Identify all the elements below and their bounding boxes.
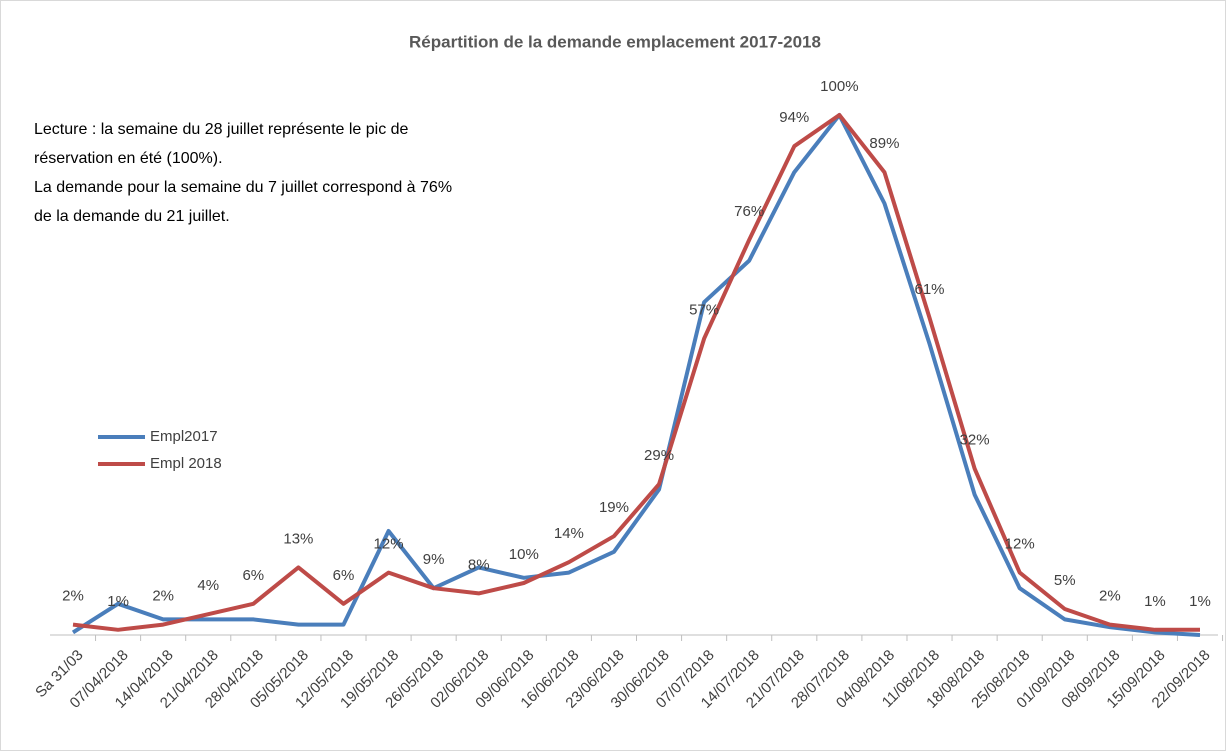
data-label: 57% — [689, 302, 719, 319]
data-label: 89% — [869, 135, 899, 152]
data-label: 10% — [509, 546, 539, 563]
data-label: 2% — [1099, 588, 1121, 605]
data-label: 8% — [468, 556, 490, 573]
data-label: 4% — [197, 577, 219, 594]
data-label: 2% — [62, 588, 84, 605]
data-label: 1% — [1144, 593, 1166, 610]
data-label: 12% — [374, 536, 404, 553]
data-label: 6% — [242, 567, 264, 584]
data-label: 76% — [734, 203, 764, 220]
data-label: 19% — [599, 499, 629, 516]
data-label: 32% — [960, 432, 990, 449]
data-label: 12% — [1005, 536, 1035, 553]
chart-title: Répartition de la demande emplacement 20… — [409, 32, 821, 51]
annotation: Lecture : la semaine du 28 juillet repré… — [34, 121, 409, 138]
data-label: 5% — [1054, 572, 1076, 589]
annotation: de la demande du 21 juillet. — [34, 208, 230, 225]
legend-label: Empl 2018 — [150, 455, 222, 472]
annotation: La demande pour la semaine du 7 juillet … — [34, 179, 452, 196]
data-label: 1% — [107, 593, 129, 610]
series-line — [72, 113, 1200, 632]
data-label: 2% — [152, 588, 174, 605]
data-label: 14% — [554, 525, 584, 542]
series-line — [71, 113, 1201, 637]
data-label: 13% — [283, 530, 313, 547]
annotation: réservation en été (100%). — [34, 150, 223, 167]
data-label: 9% — [423, 551, 445, 568]
data-label: 6% — [333, 567, 355, 584]
data-label: 61% — [915, 281, 945, 298]
data-label: 94% — [779, 109, 809, 126]
data-label: 29% — [644, 447, 674, 464]
data-label: 1% — [1189, 593, 1211, 610]
legend-label: Empl2017 — [150, 428, 218, 445]
data-label: 100% — [820, 78, 858, 95]
